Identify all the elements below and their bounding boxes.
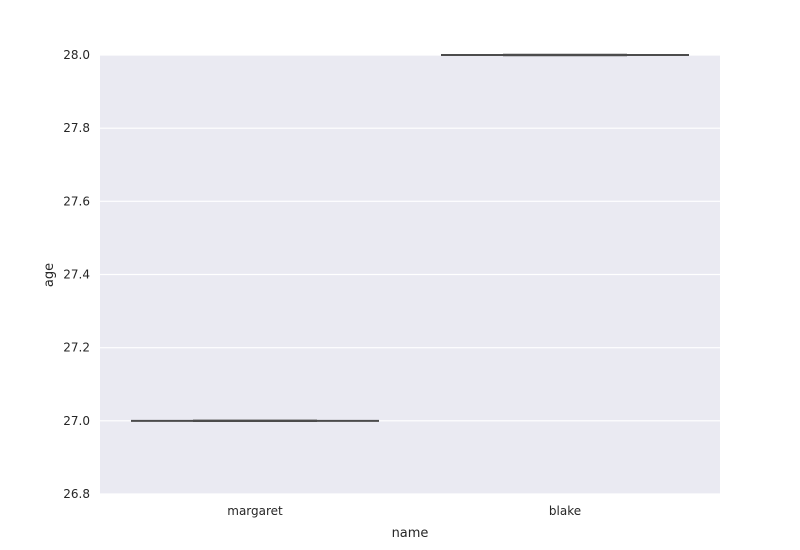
y-axis-label: age <box>42 263 57 287</box>
x-tick-label: margaret <box>227 504 283 518</box>
x-axis-label: name <box>392 526 429 541</box>
x-tick-label: blake <box>549 504 581 518</box>
y-tick-label: 26.8 <box>63 487 90 501</box>
y-tick-label: 27.6 <box>63 194 90 208</box>
y-tick-label: 27.2 <box>63 341 90 355</box>
y-tick-label: 27.4 <box>63 268 90 282</box>
y-tick-label: 27.0 <box>63 414 90 428</box>
x-tick-labels: margaret blake <box>227 504 581 518</box>
y-tick-label: 27.8 <box>63 121 90 135</box>
y-tick-labels: 26.8 27.0 27.2 27.4 27.6 27.8 28.0 <box>63 48 90 501</box>
y-tick-label: 28.0 <box>63 48 90 62</box>
box-elements <box>131 53 689 423</box>
